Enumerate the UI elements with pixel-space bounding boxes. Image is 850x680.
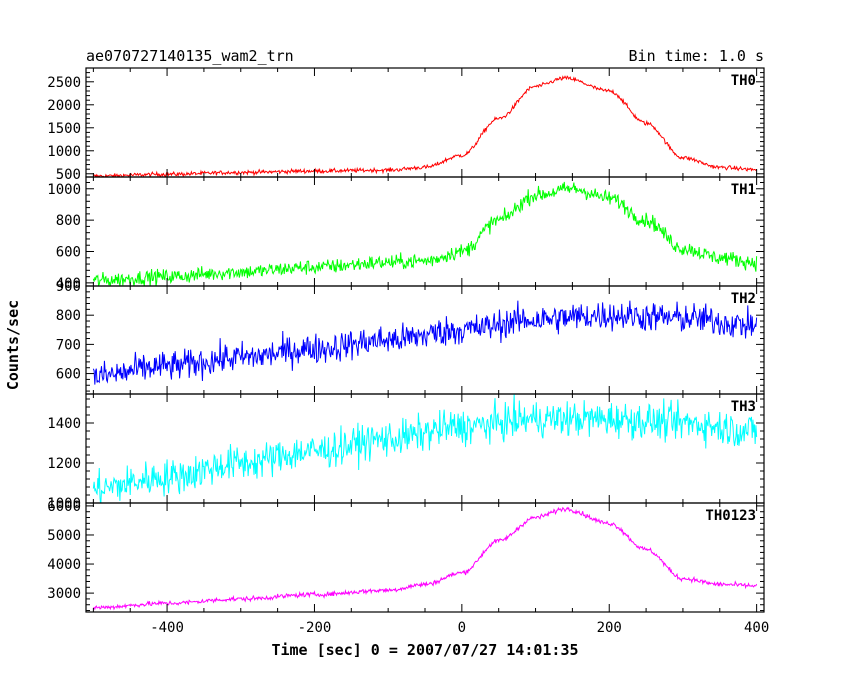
series-line-th0123 — [93, 506, 758, 611]
y-tick-label: 1500 — [47, 121, 81, 137]
panel-frame-th3 — [85, 393, 765, 504]
y-tick-label: 4000 — [47, 557, 81, 573]
y-tick-label: 1200 — [47, 456, 81, 472]
y-tick-label: 6000 — [47, 499, 81, 515]
panel-label-th3: TH3 — [731, 399, 756, 415]
series-line-th0 — [93, 75, 758, 177]
panel-frame-th0123 — [85, 502, 765, 613]
y-tick-label: 900 — [56, 279, 81, 295]
x-tick-label: 0 — [458, 620, 466, 636]
panel-label-th0123: TH0123 — [705, 508, 756, 524]
y-axis-label: Counts/sec — [4, 300, 22, 390]
y-tick-label: 3000 — [47, 586, 81, 602]
chart-title: ae070727140135_wam2_trn — [86, 47, 294, 65]
series-line-th2 — [92, 300, 758, 385]
y-tick-label: 2500 — [47, 75, 81, 91]
x-tick-label: -200 — [298, 620, 332, 636]
y-tick-label: 600 — [56, 244, 81, 260]
y-tick-label: 1000 — [47, 144, 81, 160]
y-tick-label: 800 — [56, 213, 81, 229]
y-tick-label: 600 — [56, 367, 81, 383]
y-tick-label: 1000 — [47, 496, 81, 512]
series-line-th1 — [92, 181, 758, 286]
y-tick-label: 700 — [56, 337, 81, 353]
x-axis-label: Time [sec] 0 = 2007/07/27 14:01:35 — [271, 641, 578, 659]
y-tick-label: 500 — [56, 167, 81, 183]
x-tick-label: 400 — [744, 620, 769, 636]
bin-time-label: Bin time: 1.0 s — [629, 47, 764, 65]
y-tick-label: 5000 — [47, 528, 81, 544]
panel-label-th1: TH1 — [731, 182, 756, 198]
x-tick-label: -400 — [150, 620, 184, 636]
y-tick-label: 1400 — [47, 416, 81, 432]
panel-label-th2: TH2 — [731, 291, 756, 307]
y-tick-label: 400 — [56, 276, 81, 292]
y-tick-label: 800 — [56, 308, 81, 324]
y-tick-label: 2000 — [47, 98, 81, 114]
x-tick-label: 200 — [597, 620, 622, 636]
series-line-th3 — [92, 394, 758, 503]
panel-label-th0: TH0 — [731, 73, 756, 89]
panel-frame-th0 — [85, 67, 765, 178]
y-tick-label: 1000 — [47, 182, 81, 198]
